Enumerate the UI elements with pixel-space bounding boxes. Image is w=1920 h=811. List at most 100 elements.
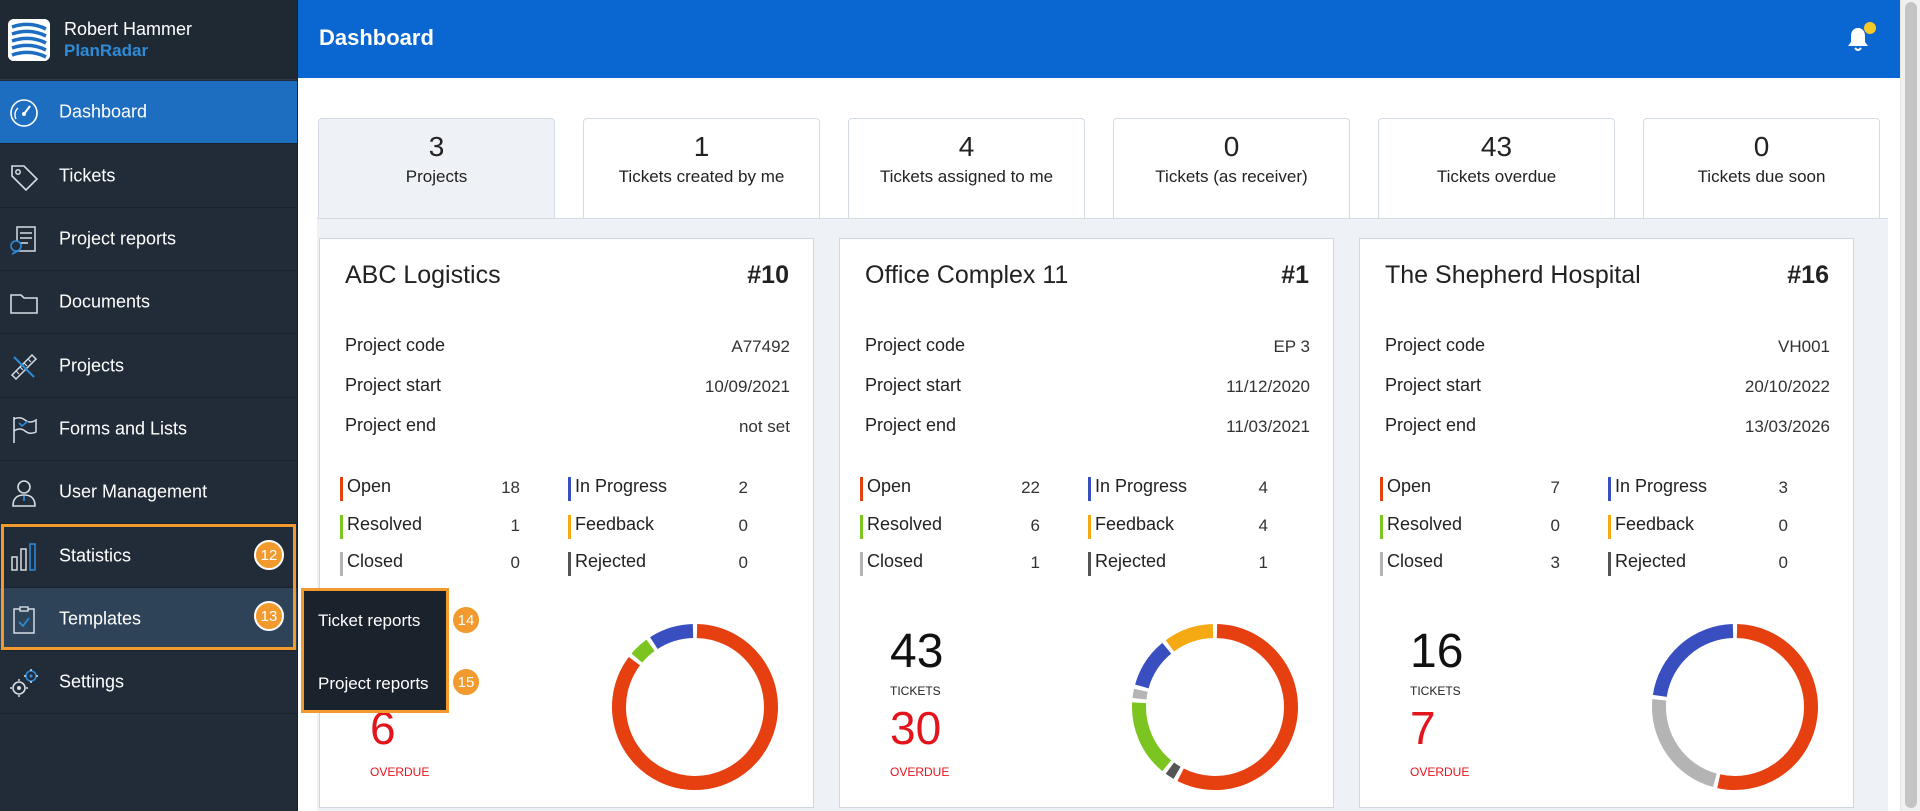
status-feedback[interactable]: Feedback 0 — [1608, 513, 1788, 541]
status-label: Closed — [347, 551, 404, 571]
status-color-bar — [1088, 552, 1091, 576]
sidebar-item-tickets[interactable]: Tickets — [0, 145, 297, 208]
info-value: EP 3 — [1273, 337, 1310, 356]
status-label: Feedback — [1095, 514, 1175, 534]
sidebar-item-documents[interactable]: Documents — [0, 271, 297, 334]
status-color-bar — [860, 515, 863, 539]
project-card[interactable]: Office Complex 11 #1 Project code EP 3 Pr… — [839, 238, 1334, 808]
status-open[interactable]: Open 7 — [1380, 475, 1560, 503]
status-count: 0 — [1778, 553, 1788, 572]
sidebar-item-projects[interactable]: Projects — [0, 335, 297, 398]
sidebar-item-templates[interactable]: Templates — [0, 588, 297, 651]
status-color-bar — [1088, 515, 1091, 539]
user-block[interactable]: Robert Hammer PlanRadar — [64, 18, 192, 62]
submenu-item-project-reports[interactable]: Project reports — [318, 674, 429, 693]
user-name: Robert Hammer — [64, 18, 193, 39]
tab-tickets-as-receiver[interactable]: 0 Tickets (as receiver) — [1113, 118, 1350, 218]
status-in-progress[interactable]: In Progress 4 — [1088, 475, 1268, 503]
status-rejected[interactable]: Rejected 1 — [1088, 550, 1268, 578]
status-rejected[interactable]: Rejected 0 — [1608, 550, 1788, 578]
sidebar-item-label: Documents — [59, 291, 151, 312]
folder-icon — [7, 286, 41, 320]
tab-tickets-assigned-to-me[interactable]: 4 Tickets assigned to me — [848, 118, 1085, 218]
sidebar-item-label: Projects — [59, 355, 125, 376]
status-label: Rejected — [1615, 551, 1687, 571]
donut-segment-resolved — [1132, 702, 1172, 772]
status-label: In Progress — [1615, 476, 1708, 496]
donut-segment-open — [1717, 624, 1818, 790]
tickets-caption: TICKETS — [1410, 684, 1461, 698]
status-count: 1 — [510, 516, 520, 535]
sidebar-item-dashboard[interactable]: Dashboard — [0, 81, 297, 144]
overdue-count: 30 — [890, 702, 942, 754]
project-card[interactable]: The Shepherd Hospital #16 Project code VH… — [1359, 238, 1854, 808]
status-resolved[interactable]: Resolved 0 — [1380, 513, 1560, 541]
status-resolved[interactable]: Resolved 6 — [860, 513, 1040, 541]
status-label: Feedback — [1615, 514, 1695, 534]
notification-dot — [1864, 22, 1876, 34]
status-closed[interactable]: Closed 0 — [340, 550, 520, 578]
stat-value: 3 — [428, 131, 445, 162]
status-closed[interactable]: Closed 3 — [1380, 550, 1560, 578]
status-feedback[interactable]: Feedback 0 — [568, 513, 748, 541]
status-feedback[interactable]: Feedback 4 — [1088, 513, 1268, 541]
status-color-bar — [340, 477, 343, 501]
submenu-item-ticket-reports[interactable]: Ticket reports — [318, 611, 421, 630]
stat-value: 0 — [1753, 131, 1770, 162]
sidebar-item-statistics[interactable]: Statistics — [0, 525, 297, 588]
status-label: Feedback — [575, 514, 655, 534]
tickets-total: 43 — [890, 625, 944, 678]
step-badge: 14 — [451, 605, 481, 635]
status-label: Open — [1387, 476, 1432, 496]
status-in-progress[interactable]: In Progress 3 — [1608, 475, 1788, 503]
main-content: 3 Projects 1 Tickets created by me 4 Tic… — [298, 78, 1900, 811]
status-color-bar — [340, 552, 343, 576]
report-icon — [7, 223, 41, 257]
status-rejected[interactable]: Rejected 0 — [568, 550, 748, 578]
status-donut-chart — [1132, 624, 1298, 790]
bell-icon[interactable] — [1846, 26, 1872, 54]
status-count: 4 — [1258, 478, 1268, 497]
stat-label: Projects — [405, 167, 468, 186]
sidebar-header: Robert Hammer PlanRadar — [0, 0, 297, 80]
status-count: 6 — [1030, 516, 1040, 535]
info-label: Project code — [865, 335, 966, 355]
status-resolved[interactable]: Resolved 1 — [340, 513, 520, 541]
tab-projects[interactable]: 3 Projects — [318, 118, 555, 218]
status-label: In Progress — [575, 476, 668, 496]
tab-tickets-created-by-me[interactable]: 1 Tickets created by me — [583, 118, 820, 218]
page-title: Dashboard — [319, 25, 434, 50]
status-label: Open — [347, 476, 392, 496]
planradar-logo[interactable] — [8, 18, 50, 61]
status-color-bar — [340, 515, 343, 539]
status-open[interactable]: Open 18 — [340, 475, 520, 503]
scrollbar-thumb[interactable] — [1905, 2, 1917, 808]
tab-tickets-due-soon[interactable]: 0 Tickets due soon — [1643, 118, 1880, 218]
info-row: Project start 20/10/2022 — [1385, 375, 1830, 403]
step-badge: 15 — [451, 667, 481, 697]
project-card[interactable]: ABC Logistics #10 Project code A77492 Pro… — [319, 238, 814, 808]
info-row: Project end 13/03/2026 — [1385, 415, 1830, 443]
overdue-caption: OVERDUE — [890, 765, 950, 779]
info-row: Project end not set — [345, 415, 790, 443]
status-open[interactable]: Open 22 — [860, 475, 1040, 503]
status-color-bar — [568, 552, 571, 576]
sidebar-item-forms-and-lists[interactable]: Forms and Lists — [0, 398, 297, 461]
status-count: 0 — [1778, 516, 1788, 535]
scrollbar[interactable] — [1900, 0, 1920, 811]
status-count: 7 — [1550, 478, 1560, 497]
bar-chart-icon — [7, 540, 41, 574]
tab-tickets-overdue[interactable]: 43 Tickets overdue — [1378, 118, 1615, 218]
info-value: 20/10/2022 — [1744, 377, 1830, 396]
status-label: Closed — [1387, 551, 1444, 571]
sidebar-item-user-management[interactable]: User Management — [0, 461, 297, 524]
status-in-progress[interactable]: In Progress 2 — [568, 475, 748, 503]
sidebar-item-settings[interactable]: Settings — [0, 651, 297, 714]
status-count: 0 — [510, 553, 520, 572]
info-label: Project end — [345, 415, 437, 435]
info-label: Project code — [345, 335, 446, 355]
status-closed[interactable]: Closed 1 — [860, 550, 1040, 578]
sidebar-item-project-reports[interactable]: Project reports — [0, 208, 297, 271]
info-value: 11/12/2020 — [1226, 377, 1310, 396]
donut-segment-closed — [1132, 688, 1148, 700]
